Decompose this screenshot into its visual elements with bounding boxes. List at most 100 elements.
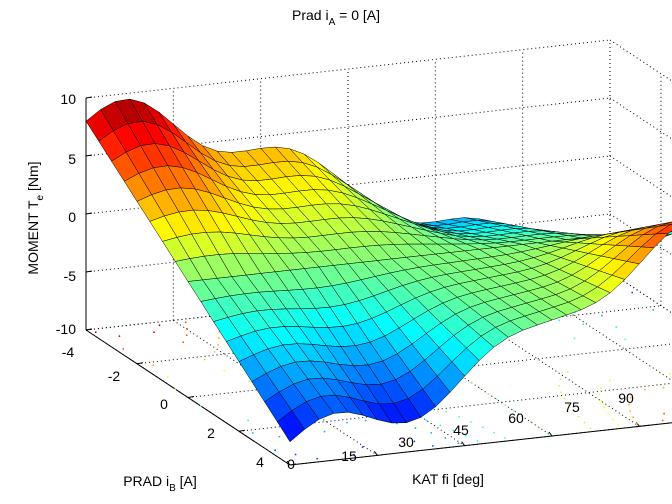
x-tick <box>461 441 466 446</box>
z-tick <box>85 212 93 215</box>
contour-point <box>559 378 562 381</box>
contour-point <box>217 344 219 346</box>
y-tick-label: -4 <box>62 344 75 360</box>
y-tick-label: 4 <box>256 454 264 470</box>
contour-point <box>661 419 664 422</box>
contour-point <box>458 415 460 418</box>
contour-point <box>274 449 277 452</box>
grid-line <box>609 39 672 82</box>
contour-point <box>573 337 576 340</box>
contour-point <box>629 410 632 412</box>
contour-point <box>560 391 562 394</box>
surface-mesh <box>85 98 672 443</box>
contour-point <box>600 387 602 389</box>
contour-point <box>478 387 481 390</box>
contour-point <box>316 457 318 460</box>
contour-point <box>353 453 355 456</box>
tick-labels: 10 5 0 -5 -10 -4 -2 0 2 4 0 15 30 45 60 … <box>56 91 634 472</box>
contour-point <box>430 432 433 434</box>
contour-point <box>529 421 532 423</box>
x-tick <box>548 431 553 437</box>
contour-point <box>600 400 602 402</box>
x-tick-label: 0 <box>287 456 295 472</box>
contour-point <box>153 331 155 334</box>
x-axis-label: KAT fi [deg] <box>412 471 484 487</box>
y-tick-label: -2 <box>108 368 121 384</box>
contour-point <box>425 419 428 422</box>
contour-point <box>644 388 646 391</box>
x-tick <box>286 460 291 466</box>
surface-patch <box>276 410 305 443</box>
contour-point <box>572 409 575 412</box>
y-tick <box>187 396 195 398</box>
contour-point <box>431 445 434 447</box>
contour-point <box>223 369 226 372</box>
contour-point <box>361 446 364 448</box>
z-tick <box>85 154 93 157</box>
contour-point <box>476 440 479 442</box>
contour-point <box>636 422 638 425</box>
contour-point <box>631 291 634 294</box>
contour-point <box>470 421 472 423</box>
contour-point <box>452 429 455 432</box>
chart-title: Prad iA = 0 [A] <box>292 7 380 28</box>
contour-point <box>247 419 250 422</box>
contour-point <box>487 392 490 395</box>
contour-point <box>611 418 614 421</box>
contour-point <box>413 440 416 443</box>
contour-point <box>248 380 251 382</box>
contour-point <box>495 398 498 401</box>
grid-line <box>173 319 378 456</box>
z-tick-label: -10 <box>56 321 76 337</box>
contour-point <box>414 427 417 429</box>
contour-point <box>203 358 206 361</box>
contour-point <box>182 341 185 344</box>
contour-point <box>582 323 585 326</box>
contour-point <box>504 437 506 439</box>
contour-point <box>445 410 448 413</box>
contour-point <box>577 415 580 418</box>
contour-point <box>608 379 611 382</box>
contour-point <box>629 396 632 399</box>
contour-point <box>601 314 603 317</box>
x-tick-label: 75 <box>564 399 580 415</box>
contour-point <box>607 412 609 415</box>
x-tick-label: 90 <box>618 390 634 406</box>
contour-point <box>563 397 566 400</box>
contour-point <box>186 327 188 330</box>
contour-point <box>652 309 655 311</box>
contour-point <box>598 393 601 396</box>
z-tick-label: 0 <box>68 209 76 225</box>
contour-point <box>213 351 216 353</box>
contour-point <box>294 453 297 456</box>
x-tick-label: 30 <box>398 434 414 450</box>
contour-point <box>662 386 665 389</box>
contour-point <box>632 416 634 419</box>
y-tick <box>136 362 144 365</box>
z-axis-label: MOMENT Te [Nm] <box>25 161 46 274</box>
contour-point <box>546 432 549 435</box>
contour-point <box>538 426 541 429</box>
z-tick <box>85 96 93 99</box>
grid-line <box>609 97 672 140</box>
contour-point <box>567 403 570 406</box>
contour-point <box>615 326 618 328</box>
contour-point <box>481 426 484 429</box>
contour-point <box>669 372 671 375</box>
contour-point <box>218 337 221 340</box>
y-axis-label: PRAD iB [A] <box>123 473 197 494</box>
contour-point <box>278 435 281 438</box>
contour-point <box>457 442 460 444</box>
z-tick <box>85 270 93 273</box>
contour-point <box>493 431 495 434</box>
contour-point <box>603 406 605 409</box>
contour-point <box>118 335 121 338</box>
contour-point <box>251 432 254 434</box>
contour-point <box>158 324 161 327</box>
contour-point <box>439 424 442 427</box>
grid-line <box>609 271 672 314</box>
y-tick <box>289 463 297 466</box>
x-tick-label: 60 <box>508 410 524 426</box>
contour-point <box>323 430 326 433</box>
